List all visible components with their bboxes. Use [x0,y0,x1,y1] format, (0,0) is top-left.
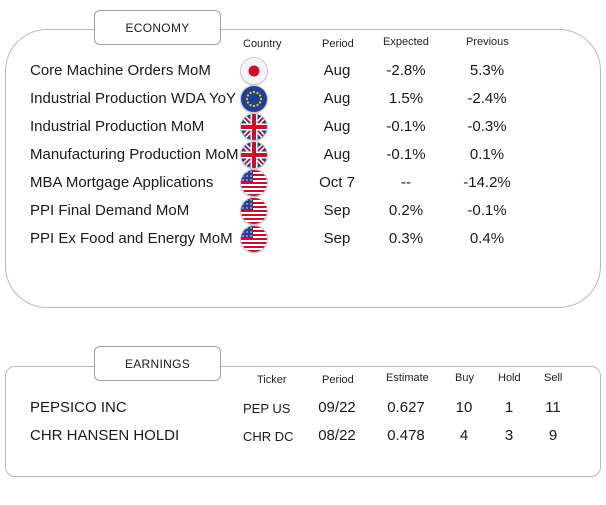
previous-value: 0.4% [469,230,505,247]
indicator-name: MBA Mortgage Applications [30,174,214,191]
table-row[interactable]: PPI Final Demand MoM Sep 0.2% -0.1% [0,197,606,225]
previous-header: Previous [466,36,509,48]
previous-value: 0.1% [469,146,505,163]
previous-value: 5.3% [469,62,505,79]
period-value: Aug [323,118,351,135]
sell-value: 11 [545,399,561,416]
indicator-name: Manufacturing Production MoM [30,146,239,163]
earnings-period-value: 09/22 [318,399,356,416]
company-name: PEPSICO INC [30,399,127,416]
table-row[interactable]: Core Machine Orders MoM Aug -2.8% 5.3% [0,57,606,85]
buy-value: 4 [459,427,469,444]
economy-section-title: ECONOMY [125,20,190,35]
estimate-value: 0.627 [387,399,425,416]
earnings-panel [5,366,601,477]
table-row[interactable]: Industrial Production MoM Aug -0.1% -0.3% [0,113,606,141]
earnings-period-value: 08/22 [318,427,356,444]
ticker-value: PEP US [243,401,291,416]
period-value: Oct 7 [319,174,355,191]
buy-header: Buy [455,372,474,384]
earnings-period-header: Period [322,374,354,386]
earnings-section-tab[interactable]: EARNINGS [94,346,221,381]
ticker-header: Ticker [257,374,287,386]
previous-value: -0.3% [467,118,507,135]
expected-value: 0.3% [388,230,424,247]
table-row[interactable]: Manufacturing Production MoM Aug -0.1% 0.1% [0,141,606,169]
period-value: Aug [323,62,351,79]
expected-value: -2.8% [386,62,426,79]
us-flag-icon [241,198,267,224]
company-name: CHR HANSEN HOLDI [30,427,180,444]
sell-value: 9 [548,427,558,444]
table-row[interactable]: MBA Mortgage Applications Oct 7 -- -14.2% [0,169,606,197]
expected-value: 0.2% [388,202,424,219]
previous-value: -14.2% [463,174,511,191]
country-header: Country [243,38,282,50]
hold-header: Hold [498,372,521,384]
period-value: Aug [323,146,351,163]
eu-flag-icon [241,86,267,112]
sell-header: Sell [544,372,563,384]
previous-value: -0.1% [467,202,507,219]
indicator-name: PPI Final Demand MoM [30,202,190,219]
hold-value: 3 [504,427,514,444]
period-value: Sep [323,230,351,247]
table-row[interactable]: Industrial Production WDA YoY Aug 1.5% -2.4… [0,85,606,113]
us-flag-icon [241,170,267,196]
table-row[interactable]: PEPSICO INC PEP US 09/22 0.627 10 1 11 [0,394,606,422]
uk-flag-icon [241,114,267,140]
period-header: Period [322,38,354,50]
economy-panel [5,29,601,308]
indicator-name: PPI Ex Food and Energy MoM [30,230,233,247]
economy-section-tab[interactable]: ECONOMY [94,10,221,45]
expected-value: -- [401,174,411,191]
expected-header: Expected [383,36,429,48]
expected-value: -0.1% [386,146,426,163]
earnings-section-title: EARNINGS [124,356,191,371]
period-value: Aug [323,90,351,107]
us-flag-icon [241,226,267,252]
indicator-name: Industrial Production MoM [30,118,205,135]
estimate-value: 0.478 [387,427,425,444]
indicator-name: Industrial Production WDA YoY [30,90,236,107]
previous-value: -2.4% [467,90,507,107]
ticker-value: CHR DC [243,429,294,444]
japan-flag-icon [241,58,267,84]
expected-value: 1.5% [388,90,424,107]
buy-value: 10 [455,399,473,416]
expected-value: -0.1% [386,118,426,135]
uk-flag-icon [241,142,267,168]
indicator-name: Core Machine Orders MoM [30,62,211,79]
hold-value: 1 [504,399,514,416]
table-row[interactable]: PPI Ex Food and Energy MoM Sep 0.3% 0.4% [0,225,606,253]
estimate-header: Estimate [386,372,429,384]
period-value: Sep [323,202,351,219]
table-row[interactable]: CHR HANSEN HOLDI CHR DC 08/22 0.478 4 3 9 [0,422,606,450]
